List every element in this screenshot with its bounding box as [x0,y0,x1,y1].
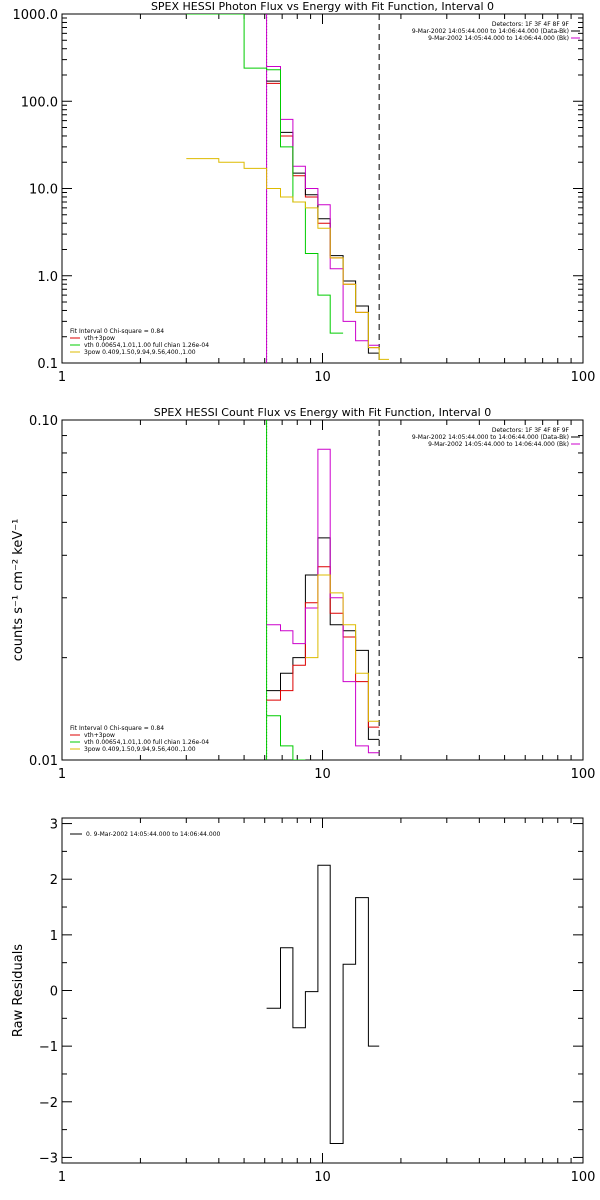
y-tick-label: 10.0 [29,183,58,198]
x-tick-label: 100 [571,370,596,385]
y-tick-label: 0.1 [37,357,58,372]
y-tick-label: −3 [39,1151,58,1166]
plot-area [266,420,380,760]
plot-area [266,864,380,1144]
x-tick-label: 100 [571,767,596,782]
y-tick-label: 1000.0 [13,8,59,23]
y-axis-label: counts s⁻¹ cm⁻² keV⁻¹ [11,519,26,662]
header-line: Detectors: 1F 3F 4F 8F 9F [492,427,570,434]
x-tick-label: 10 [314,767,331,782]
header-line: 9-Mar-2002 14:05:44.000 to 14:06:44.000 … [428,35,569,42]
y-axis-label: Raw Residuals [11,944,26,1037]
legend-entry: vth+3pow [84,732,115,739]
x-tick-label: 1 [58,767,66,782]
legend-entry: 0. 9-Mar-2002 14:05:44.000 to 14:06:44.0… [86,831,221,838]
series-data [266,537,380,740]
chart-title: SPEX HESSI Photon Flux vs Energy with Fi… [151,0,494,13]
header-line: 9-Mar-2002 14:05:44.000 to 14:06:44.000 … [412,434,569,441]
series-vth-3pow [266,566,380,728]
legend-entry: Fit Interval 0 Chi-square = 0.84 [70,328,164,335]
x-tick-label: 1 [58,370,66,385]
series-3pow [186,158,389,360]
x-tick-label: 10 [314,1170,331,1185]
chart-panel-1: SPEX HESSI Count Flux vs Energy with Fit… [11,406,595,782]
y-tick-label: 0 [50,985,58,1000]
legend-entry: 3pow 0.409,1.50,9.94,9.56,400.,1.00 [84,349,196,356]
chart-panel-0: SPEX HESSI Photon Flux vs Energy with Fi… [13,0,596,385]
x-tick-label: 1 [58,1170,66,1185]
legend-entry: Fit Interval 0 Chi-square = 0.84 [70,725,164,732]
chart-title: SPEX HESSI Count Flux vs Energy with Fit… [154,406,491,419]
series-vth [186,14,344,334]
plot-frame [61,817,584,1164]
series-bk [266,448,380,754]
header-line: 9-Mar-2002 14:05:44.000 to 14:06:44.000 … [428,441,569,448]
plot-frame [61,13,584,364]
legend-entry: vth+3pow [84,335,115,342]
series-vth-3pow [266,82,380,349]
y-tick-label: 1 [50,929,58,944]
y-tick-label: −2 [39,1096,58,1111]
plot-frame [61,419,584,761]
header-line: 9-Mar-2002 14:05:44.000 to 14:06:44.000 … [412,28,569,35]
legend-entry: vth 0.00654,1.01,1.00 full chian 1.26e-0… [84,342,209,349]
series-bk [266,66,380,346]
legend-entry: 3pow 0.409,1.50,9.94,9.56,400.,1.00 [84,746,196,753]
y-tick-label: 0.10 [29,414,58,429]
x-tick-label: 10 [314,370,331,385]
plot-area [186,14,389,363]
y-tick-label: 1.0 [37,270,58,285]
x-tick-label: 100 [571,1170,596,1185]
series-3pow [305,574,380,722]
y-tick-label: 3 [50,818,58,833]
y-tick-label: −1 [39,1040,58,1055]
series-residuals [266,864,380,1144]
y-tick-label: 2 [50,873,58,888]
header-line: Detectors: 1F 3F 4F 8F 9F [492,21,570,28]
series-vth [266,715,306,760]
y-tick-label: 100.0 [21,95,58,110]
legend-entry: vth 0.00654,1.01,1.00 full chian 1.26e-0… [84,739,209,746]
y-tick-label: 0.01 [29,754,58,769]
series-data [266,80,380,354]
